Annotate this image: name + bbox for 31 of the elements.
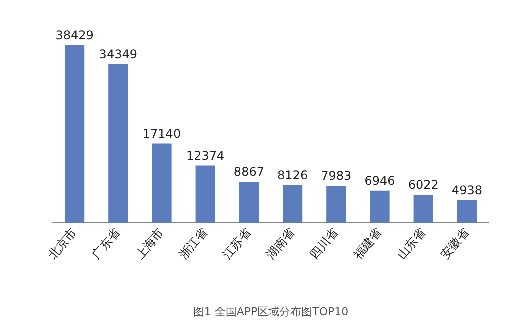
- data-label: 8126: [278, 168, 308, 183]
- x-tick-label: 北京市: [46, 226, 80, 262]
- x-tick-label: 广东省: [89, 226, 124, 262]
- x-tick-label: 山东省: [394, 226, 428, 262]
- bar: [457, 200, 478, 223]
- data-label: 12374: [186, 148, 225, 163]
- bar: [282, 185, 303, 223]
- x-tick-label: 安徽省: [438, 226, 472, 262]
- data-label: 8867: [234, 165, 264, 180]
- data-label: 7983: [321, 169, 352, 184]
- data-label: 34349: [99, 47, 138, 62]
- x-tick-label: 福建省: [350, 226, 385, 262]
- bar: [326, 186, 346, 223]
- data-label: 4938: [452, 183, 482, 198]
- x-tick-label: 四川省: [307, 226, 342, 262]
- bar: [239, 182, 260, 223]
- data-label: 38429: [56, 28, 94, 42]
- bar: [64, 45, 85, 223]
- text: 图1 全国APP区域分布图TOP10: [193, 305, 349, 318]
- x-tick-label: 上海市: [132, 226, 167, 262]
- bar: [152, 144, 172, 223]
- data-label: 6946: [364, 174, 396, 188]
- x-tick-label: 江苏省: [220, 226, 254, 262]
- bar: [414, 195, 434, 223]
- x-tick-label: 浙江省: [176, 226, 210, 262]
- bar: [370, 190, 390, 223]
- bar: [196, 166, 216, 223]
- bar: [108, 64, 128, 223]
- x-tick-label: 湖南省: [264, 226, 298, 262]
- data-label: 17140: [142, 126, 182, 141]
- data-label: 6022: [408, 178, 439, 192]
